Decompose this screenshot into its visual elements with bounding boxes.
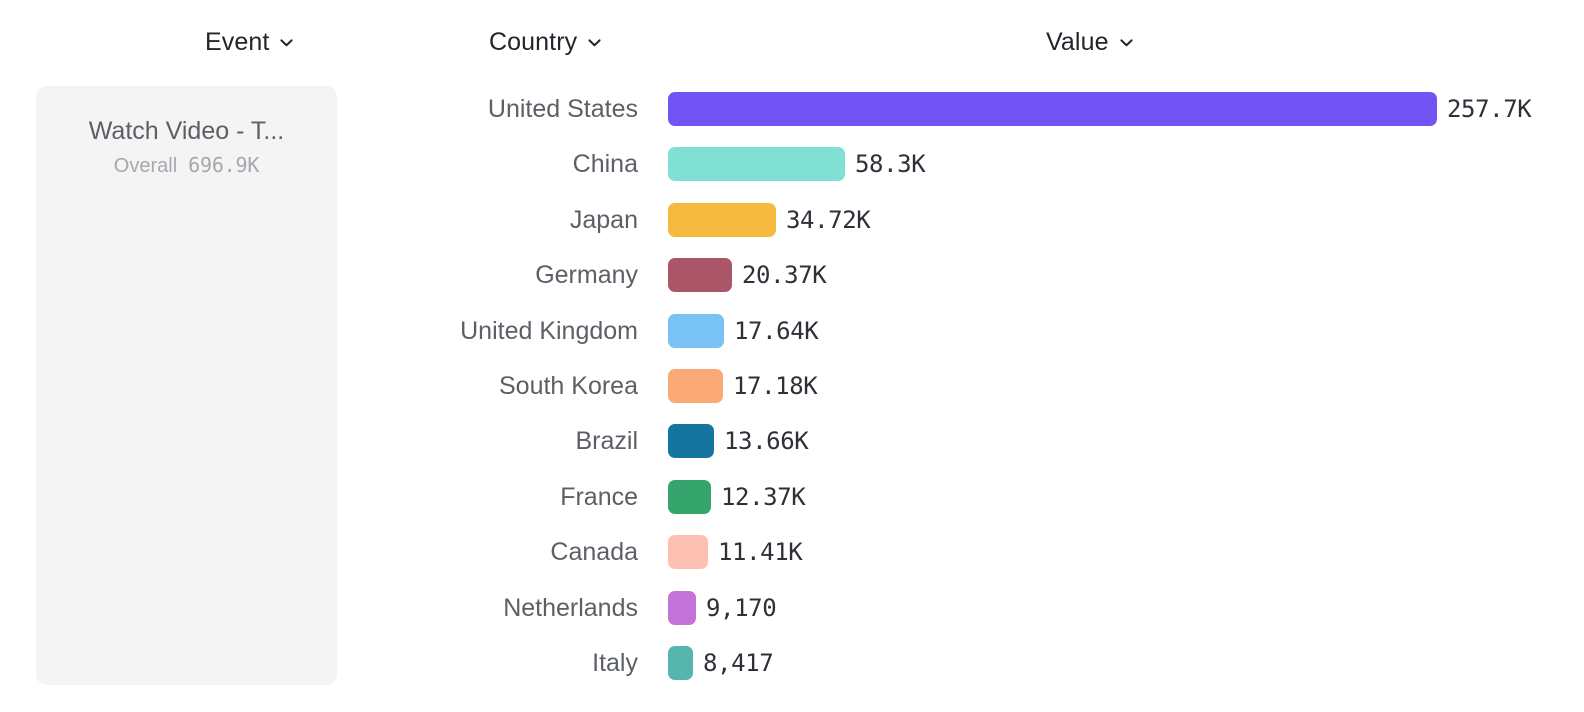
column-header-event-label: Event <box>205 28 270 56</box>
bar-rows: United States 257.7K China 58.3K Japan 34.72K… <box>0 92 1584 701</box>
bar-value-label: 11.41K <box>718 538 803 567</box>
event-card-overall-value: 696.9K <box>188 153 260 177</box>
bar-row-label: Japan <box>569 205 638 234</box>
event-card-overall: Overall 696.9K <box>36 153 337 178</box>
bar-value-label: 13.66K <box>724 427 809 456</box>
bar-row-label: Netherlands <box>503 593 638 622</box>
bar-row[interactable]: Italy 8,417 <box>0 645 1584 701</box>
bar-row[interactable]: United Kingdom 17.64K <box>0 313 1584 369</box>
bar-value-label: 58.3K <box>855 150 926 179</box>
bar-value-label: 12.37K <box>721 482 806 511</box>
bar[interactable] <box>668 645 693 680</box>
bar-container: 17.64K <box>668 313 819 348</box>
bar-value-label: 17.18K <box>733 371 818 400</box>
event-card-title: Watch Video - T... <box>88 117 285 145</box>
bar-value-label: 20.37K <box>742 261 827 290</box>
event-card-overall-label: Overall <box>113 155 178 177</box>
bar-container: 257.7K <box>668 92 1532 126</box>
bar-row[interactable]: United States 257.7K <box>0 92 1584 147</box>
bar-row[interactable]: Brazil 13.66K <box>0 424 1584 479</box>
bar-row-label: China <box>572 150 638 179</box>
column-header-value-label: Value <box>1046 28 1109 56</box>
bar-value-label: 17.64K <box>734 316 819 345</box>
bar-row-label: Germany <box>535 261 638 290</box>
bar[interactable] <box>668 92 1437 126</box>
column-header-value[interactable]: Value <box>1046 28 1135 57</box>
bar-row[interactable]: South Korea 17.18K <box>0 368 1584 424</box>
bar[interactable] <box>668 202 776 237</box>
bar-row-label: Brazil <box>575 427 638 456</box>
bar-container: 17.18K <box>668 368 818 403</box>
bar-row-label: United States <box>487 95 638 123</box>
bar[interactable] <box>668 424 714 459</box>
bar-value-label: 8,417 <box>703 648 774 677</box>
bar[interactable] <box>668 368 723 403</box>
bar-row-label: Italy <box>592 648 638 677</box>
chevron-down-icon[interactable] <box>586 34 603 51</box>
chevron-down-icon[interactable] <box>278 34 295 51</box>
bar[interactable] <box>668 147 845 182</box>
bar-row[interactable]: China 58.3K <box>0 147 1584 202</box>
bar[interactable] <box>668 313 724 348</box>
column-header-country[interactable]: Country <box>489 28 603 57</box>
bar-container: 20.37K <box>668 258 827 293</box>
bar-value-label: 257.7K <box>1447 95 1532 123</box>
column-header-country-label: Country <box>489 28 578 56</box>
bar-row-label: France <box>560 482 638 511</box>
bar[interactable] <box>668 258 732 293</box>
bar-row[interactable]: Germany 20.37K <box>0 258 1584 313</box>
bar-container: 58.3K <box>668 147 926 182</box>
bar-container: 12.37K <box>668 479 806 514</box>
bar-row-label: South Korea <box>499 371 638 400</box>
bar-row-label: Canada <box>550 538 638 567</box>
bar-value-label: 9,170 <box>706 593 777 622</box>
bar-row[interactable]: France 12.37K <box>0 479 1584 535</box>
bar-container: 34.72K <box>668 202 871 237</box>
bar-container: 8,417 <box>668 645 774 680</box>
bar[interactable] <box>668 479 711 514</box>
column-header-event[interactable]: Event <box>205 28 295 57</box>
bar[interactable] <box>668 590 696 625</box>
column-header-row: Event Country Value <box>0 28 1584 72</box>
bar-row[interactable]: Japan 34.72K <box>0 202 1584 258</box>
bar-container: 9,170 <box>668 590 777 625</box>
bar[interactable] <box>668 535 708 570</box>
chevron-down-icon[interactable] <box>1118 34 1135 51</box>
event-card[interactable]: Watch Video - T... Overall 696.9K <box>36 86 337 685</box>
bar-value-label: 34.72K <box>786 205 871 234</box>
bar-row-label: United Kingdom <box>460 316 638 345</box>
bar-row[interactable]: Netherlands 9,170 <box>0 590 1584 646</box>
bar-container: 11.41K <box>668 535 803 570</box>
bar-container: 13.66K <box>668 424 809 459</box>
bar-row[interactable]: Canada 11.41K <box>0 535 1584 590</box>
